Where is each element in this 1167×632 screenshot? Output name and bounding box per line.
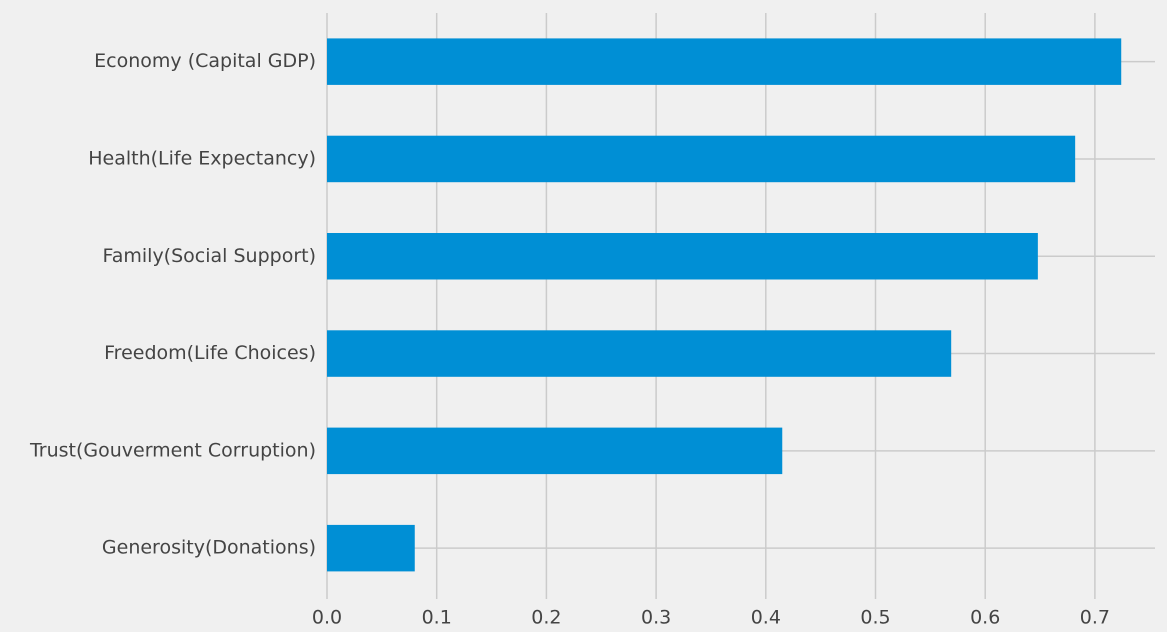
bar	[327, 233, 1038, 280]
bar	[327, 524, 415, 572]
y-tick-label: Trust(Gouverment Corruption)	[29, 439, 316, 461]
y-axis-tick-labels: Economy (Capital GDP) Health(Life Expecta…	[29, 50, 316, 559]
y-tick-label: Generosity(Donations)	[102, 537, 316, 559]
y-tick-label: Freedom(Life Choices)	[104, 342, 316, 364]
bar	[327, 427, 783, 475]
x-tick-label: 0.5	[860, 607, 890, 629]
x-tick-label: 0.0	[312, 607, 342, 629]
y-tick-label: Economy (Capital GDP)	[94, 50, 316, 72]
x-tick-label: 0.2	[531, 607, 561, 629]
x-tick-label: 0.1	[422, 607, 452, 629]
vertical-gridlines	[326, 13, 1096, 599]
bar	[327, 38, 1122, 85]
x-tick-label: 0.6	[970, 607, 1000, 629]
bar	[327, 135, 1076, 183]
x-tick-label: 0.4	[751, 607, 781, 629]
y-tick-label: Health(Life Expectancy)	[88, 147, 316, 169]
y-tick-label: Family(Social Support)	[103, 245, 316, 267]
bars	[327, 38, 1122, 572]
x-axis-tick-labels: 0.0 0.1 0.2 0.3 0.4 0.5 0.6 0.7	[312, 607, 1110, 629]
x-tick-label: 0.3	[641, 607, 671, 629]
x-tick-label: 0.7	[1080, 607, 1110, 629]
bar	[327, 330, 952, 377]
